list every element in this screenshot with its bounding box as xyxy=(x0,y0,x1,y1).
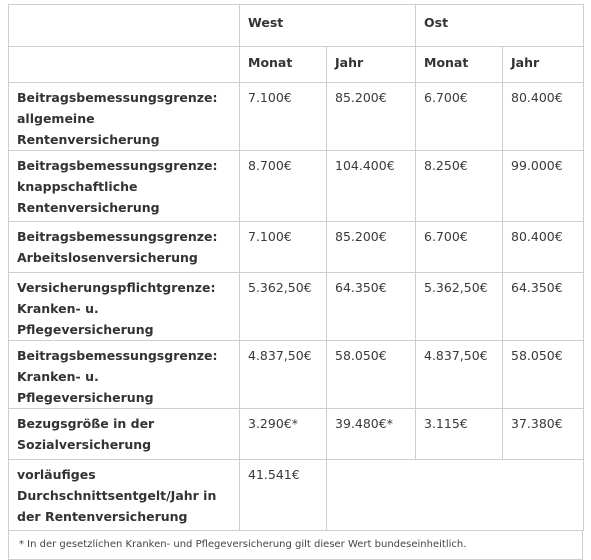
east-year-value: 58.050€ xyxy=(501,340,585,409)
header-east-month: Monat xyxy=(415,46,503,83)
west-year-value: 39.480€* xyxy=(326,408,416,460)
header-east: Ost xyxy=(414,4,585,47)
row-label: Bezugsgröße in der Sozialversicherung xyxy=(8,408,240,460)
footnote: * In der gesetzlichen Kranken- und Pfleg… xyxy=(8,531,583,560)
row-label: Beitragsbemessungsgrenze: Arbeitslosenve… xyxy=(8,221,240,273)
table-row: vorläufiges Durchschnittsentgelt/Jahr in… xyxy=(8,459,585,531)
west-year-value: 85.200€ xyxy=(326,82,416,151)
east-year-value: 37.380€ xyxy=(501,408,585,460)
table-row: Beitragsbemessungsgrenze: knappschaftlic… xyxy=(8,150,585,222)
west-year-value: 104.400€ xyxy=(326,150,416,222)
table-row: Beitragsbemessungsgrenze: Kranken- u. Pf… xyxy=(8,340,585,409)
east-month-value: 6.700€ xyxy=(415,221,503,273)
table-row: Versicherungspflichtgrenze: Kranken- u. … xyxy=(8,272,585,341)
contribution-limits-table-container: West Ost Monat Jahr Monat Jahr Beitragsb… xyxy=(8,4,585,560)
west-month-value: 8.700€ xyxy=(239,150,327,222)
header-east-year: Jahr xyxy=(501,46,585,83)
table-row: Bezugsgröße in der Sozialversicherung 3.… xyxy=(8,408,585,460)
period-header-row: Monat Jahr Monat Jahr xyxy=(8,46,585,83)
empty-cell xyxy=(325,459,585,531)
east-month-value: 6.700€ xyxy=(415,82,503,151)
west-month-value: 7.100€ xyxy=(239,221,327,273)
header-west-year: Jahr xyxy=(326,46,416,83)
row-label: Beitragsbemessungsgrenze: allgemeine Ren… xyxy=(8,82,240,151)
header-west: West xyxy=(239,4,416,47)
table-row: Beitragsbemessungsgrenze: Arbeitslosenve… xyxy=(8,221,585,273)
west-year-value: 58.050€ xyxy=(326,340,416,409)
west-month-value: 3.290€* xyxy=(239,408,327,460)
west-month-value: 4.837,50€ xyxy=(239,340,327,409)
row-label: Beitragsbemessungsgrenze: knappschaftlic… xyxy=(8,150,240,222)
east-month-value: 4.837,50€ xyxy=(415,340,503,409)
row-label: Versicherungspflichtgrenze: Kranken- u. … xyxy=(8,272,240,341)
empty-header-cell xyxy=(8,4,240,47)
row-label: vorläufiges Durchschnittsentgelt/Jahr in… xyxy=(8,459,240,531)
west-year-value: 85.200€ xyxy=(326,221,416,273)
east-month-value: 8.250€ xyxy=(415,150,503,222)
average-earnings-value: 41.541€ xyxy=(239,459,327,531)
table-row: Beitragsbemessungsgrenze: allgemeine Ren… xyxy=(8,82,585,151)
row-label: Beitragsbemessungsgrenze: Kranken- u. Pf… xyxy=(8,340,240,409)
east-year-value: 99.000€ xyxy=(501,150,585,222)
west-month-value: 7.100€ xyxy=(239,82,327,151)
east-year-value: 80.400€ xyxy=(501,221,585,273)
header-west-month: Monat xyxy=(239,46,327,83)
west-year-value: 64.350€ xyxy=(326,272,416,341)
east-month-value: 3.115€ xyxy=(415,408,503,460)
west-month-value: 5.362,50€ xyxy=(239,272,327,341)
region-header-row: West Ost xyxy=(8,4,585,47)
east-year-value: 64.350€ xyxy=(501,272,585,341)
empty-header-cell xyxy=(8,46,240,83)
east-month-value: 5.362,50€ xyxy=(415,272,503,341)
east-year-value: 80.400€ xyxy=(501,82,585,151)
contribution-limits-table: West Ost Monat Jahr Monat Jahr Beitragsb… xyxy=(8,4,585,531)
